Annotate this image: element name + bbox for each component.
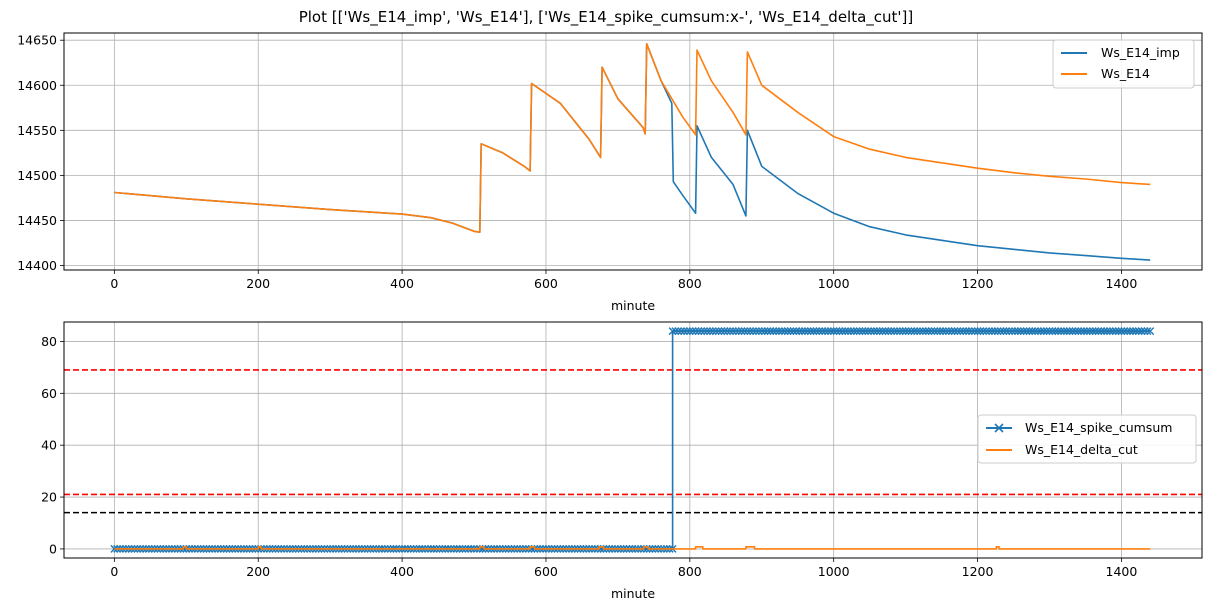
x-tick-label: 400 xyxy=(390,276,414,291)
legend-marker-ws-e14-spike-cumsum xyxy=(994,423,1004,433)
top-legend-box xyxy=(1052,39,1195,89)
x-tick-label: 200 xyxy=(246,276,270,291)
x-tick-label: 1200 xyxy=(962,564,994,579)
x-tick-label: 1400 xyxy=(1106,276,1138,291)
x-tick-label: 0 xyxy=(110,564,118,579)
x-tick-label: 400 xyxy=(390,564,414,579)
x-tick-label: 0 xyxy=(110,276,118,291)
top-axes-frame xyxy=(63,32,1203,271)
top-series xyxy=(114,43,1151,261)
bottom-x-axis-label: minute xyxy=(611,586,655,601)
bottom-ticks: 0 200 400 600 800 1000 1200 1400 0 20 40 60 80 xyxy=(41,334,1137,579)
top-legend: Ws_E14_imp Ws_E14 xyxy=(1052,39,1195,89)
series-line-ws-e14-delta-cut xyxy=(114,546,1151,550)
y-tick-label: 60 xyxy=(41,386,57,401)
series-line-ws-e14-imp xyxy=(114,43,1151,261)
bottom-axes-frame xyxy=(63,321,1203,559)
x-tick-label: 800 xyxy=(678,564,702,579)
legend-label-ws-e14-delta-cut: Ws_E14_delta_cut xyxy=(1025,442,1138,457)
y-tick-label: 40 xyxy=(41,438,57,453)
figure-title: Plot [['Ws_E14_imp', 'Ws_E14'], ['Ws_E14… xyxy=(299,8,914,27)
y-tick-label: 14400 xyxy=(17,258,57,273)
legend-label-ws-e14-spike-cumsum: Ws_E14_spike_cumsum xyxy=(1025,420,1172,435)
top-grid xyxy=(64,33,1202,270)
y-tick-label: 20 xyxy=(41,490,57,505)
x-tick-label: 1000 xyxy=(818,276,850,291)
top-ticks: 0 200 400 600 800 1000 1200 1400 14400 14450 14500… xyxy=(17,33,1137,291)
bottom-series xyxy=(110,327,1155,553)
y-tick-label: 0 xyxy=(49,541,57,556)
x-tick-label: 1200 xyxy=(962,276,994,291)
top-subplot: 0 200 400 600 800 1000 1200 1400 14400 14450 14500… xyxy=(17,32,1203,313)
legend-label-ws-e14-imp: Ws_E14_imp xyxy=(1101,45,1180,60)
x-tick-label: 1400 xyxy=(1106,564,1138,579)
top-x-axis-label: minute xyxy=(611,298,655,313)
y-tick-label: 14500 xyxy=(17,168,57,183)
y-tick-label: 80 xyxy=(41,334,57,349)
y-tick-label: 14650 xyxy=(17,33,57,48)
series-line-ws-e14 xyxy=(114,43,1151,233)
bottom-legend-box xyxy=(977,414,1197,464)
bottom-threshold-lines xyxy=(64,369,1202,514)
bottom-subplot: 0 200 400 600 800 1000 1200 1400 0 20 40 60 80 minut… xyxy=(41,321,1203,601)
x-tick-label: 200 xyxy=(246,564,270,579)
y-tick-label: 14600 xyxy=(17,78,57,93)
bottom-legend: Ws_E14_spike_cumsum Ws_E14_delta_cut xyxy=(977,414,1197,464)
x-tick-label: 600 xyxy=(534,564,558,579)
x-tick-label: 1000 xyxy=(818,564,850,579)
x-tick-label: 800 xyxy=(678,276,702,291)
y-tick-label: 14450 xyxy=(17,213,57,228)
x-tick-label: 600 xyxy=(534,276,558,291)
legend-label-ws-e14: Ws_E14 xyxy=(1101,66,1150,81)
y-tick-label: 14550 xyxy=(17,123,57,138)
